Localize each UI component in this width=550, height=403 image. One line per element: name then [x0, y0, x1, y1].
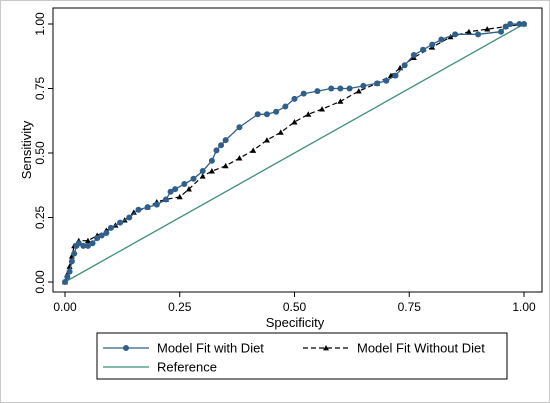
data-point: [438, 36, 445, 43]
data-point: [254, 111, 261, 118]
data-point: [126, 214, 133, 221]
legend: [96, 332, 508, 380]
data-point: [62, 279, 68, 285]
y-tick-label: 0.00: [33, 270, 47, 294]
data-point: [181, 180, 188, 187]
data-point: [176, 193, 183, 200]
data-point: [502, 23, 509, 30]
data-point: [314, 88, 321, 95]
data-point: [383, 77, 390, 84]
data-point: [273, 108, 280, 115]
data-point: [300, 90, 307, 97]
x-axis: 0.00 0.25 0.50 0.75 1.00: [53, 292, 536, 314]
legend-label: Model Fit with Diet: [157, 341, 264, 356]
data-point: [218, 142, 225, 149]
data-point: [222, 137, 229, 144]
legend-marker: [323, 345, 329, 351]
x-tick-label: 1.00: [512, 300, 536, 314]
data-point: [516, 21, 523, 27]
x-tick-label: 0.25: [168, 300, 192, 314]
y-axis-label: Sensitivity: [19, 120, 34, 179]
data-point: [190, 175, 197, 182]
series-layer: [62, 21, 527, 285]
data-point: [144, 204, 151, 211]
data-point: [162, 196, 169, 203]
data-point: [401, 62, 408, 69]
data-point: [199, 168, 206, 175]
data-point: [236, 155, 243, 161]
data-point: [208, 157, 215, 164]
data-point: [80, 242, 87, 249]
legend-marker: [123, 345, 129, 351]
data-point: [291, 95, 298, 102]
data-point: [319, 106, 326, 112]
data-point: [452, 31, 459, 38]
data-point: [337, 98, 344, 104]
data-point: [360, 82, 367, 89]
data-point: [355, 88, 362, 94]
data-point: [305, 111, 312, 117]
data-point: [130, 209, 137, 215]
data-point: [507, 21, 514, 27]
plot-area: [52, 7, 543, 293]
data-point: [135, 206, 142, 213]
y-tick-label: 0.75: [33, 76, 47, 100]
data-point: [222, 162, 229, 169]
y-tick-label: 0.25: [33, 205, 47, 229]
data-point: [172, 186, 179, 193]
data-point: [199, 173, 206, 179]
data-point: [185, 186, 192, 192]
x-tick-label: 0.50: [283, 300, 307, 314]
data-point: [84, 242, 91, 249]
data-point: [429, 41, 436, 48]
data-point: [64, 273, 71, 280]
data-point: [75, 240, 82, 247]
y-tick-label: 1.00: [33, 12, 47, 36]
data-point: [291, 119, 298, 125]
data-point: [94, 235, 101, 242]
data-point: [98, 232, 105, 239]
data-point: [374, 80, 381, 87]
data-point: [84, 237, 91, 244]
data-point: [410, 51, 417, 58]
data-point: [107, 224, 114, 231]
y-tick-label: 0.50: [33, 141, 47, 165]
data-point: [66, 268, 73, 275]
data-point: [250, 147, 257, 153]
data-point: [263, 137, 270, 143]
y-axis: 0.00 0.25 0.50 0.75 1.00: [33, 12, 53, 294]
data-point: [420, 46, 427, 53]
data-point: [153, 201, 160, 208]
data-point: [277, 129, 284, 135]
x-tick-label: 0.75: [398, 300, 422, 314]
data-point: [236, 124, 243, 131]
legend-label: Reference: [157, 360, 217, 375]
data-point: [117, 219, 124, 226]
data-point: [521, 21, 527, 27]
data-point: [263, 111, 270, 118]
x-tick-label: 0.00: [53, 300, 77, 314]
x-axis-label: Specificity: [266, 315, 325, 330]
data-point: [392, 72, 399, 79]
data-point: [346, 85, 353, 92]
data-point: [213, 147, 220, 154]
data-point: [328, 85, 335, 92]
data-point: [103, 229, 110, 236]
data-point: [498, 28, 505, 35]
data-point: [208, 168, 215, 174]
legend-label: Model Fit Without Diet: [357, 341, 485, 356]
data-point: [465, 28, 472, 35]
data-point: [484, 26, 491, 32]
data-point: [167, 188, 174, 195]
data-point: [68, 258, 75, 265]
data-point: [475, 31, 482, 38]
data-point: [282, 103, 289, 110]
data-point: [89, 240, 96, 247]
series-line: [64, 23, 525, 283]
legend-entries: Model Fit with Diet Model Fit Without Die…: [103, 341, 485, 375]
data-point: [71, 250, 78, 257]
data-point: [337, 85, 344, 92]
